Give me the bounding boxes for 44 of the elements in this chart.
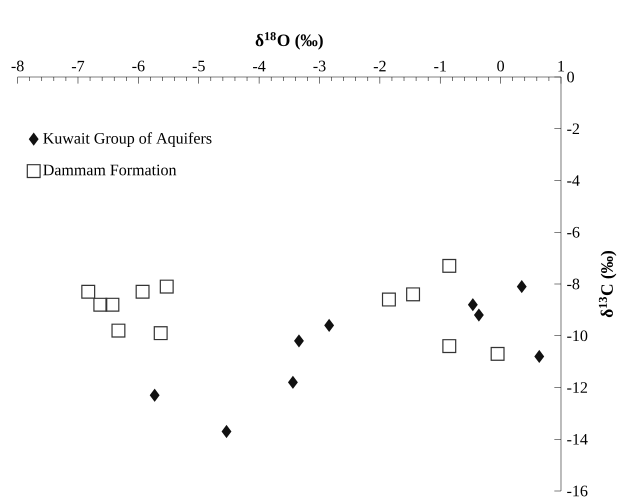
point — [93, 298, 108, 312]
point — [160, 280, 174, 294]
point — [150, 389, 160, 402]
point — [490, 346, 505, 361]
point — [442, 339, 456, 354]
x-tick-label: -8 — [12, 60, 24, 72]
point — [105, 298, 120, 312]
point — [406, 287, 420, 302]
point — [468, 298, 478, 311]
point — [382, 292, 396, 307]
legend-label: Kuwait Group of Aquifers — [43, 132, 212, 147]
y-tick-label: 0 — [567, 72, 574, 82]
point — [81, 284, 96, 299]
point — [154, 326, 168, 340]
x-tick-label: -4 — [253, 60, 266, 72]
point — [222, 425, 232, 438]
y-tick-label: -2 — [567, 123, 580, 134]
point — [534, 350, 544, 363]
point — [442, 258, 456, 273]
y-tick-label: -16 — [567, 486, 588, 496]
x-tick-label: -7 — [72, 60, 84, 72]
point — [111, 324, 126, 338]
y-axis-title: δ$^{13}$C (‰) — [598, 250, 616, 318]
y-tick-label: -4 — [567, 175, 580, 186]
point — [294, 334, 304, 348]
point — [474, 308, 484, 322]
x-tick-label: -2 — [374, 60, 386, 72]
x-tick-label: 0 — [497, 60, 504, 72]
y-tick-label: -10 — [567, 330, 588, 342]
x-tick-label: -1 — [434, 60, 446, 72]
point — [324, 319, 334, 332]
point — [136, 284, 150, 299]
x-tick-label: -5 — [192, 60, 205, 72]
y-tick-label: -6 — [567, 226, 580, 238]
point — [288, 376, 298, 389]
y-tick-label: -8 — [567, 278, 580, 290]
x-tick-label: 1 — [558, 60, 564, 72]
x-tick-label: -6 — [132, 60, 145, 72]
legend-label: Dammam Formation — [43, 164, 176, 176]
point — [516, 280, 527, 293]
y-tick-label: -12 — [567, 382, 588, 393]
x-axis-title: δ$^{18}$O (‰) — [256, 32, 323, 50]
y-tick-label: -14 — [567, 434, 588, 445]
x-tick-label: -3 — [313, 60, 326, 72]
